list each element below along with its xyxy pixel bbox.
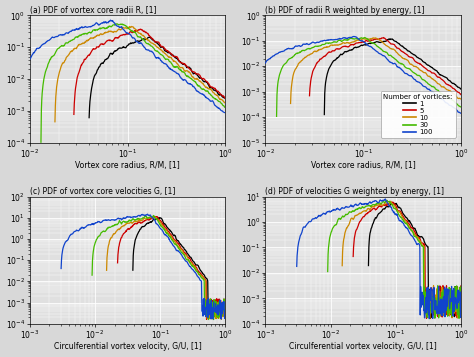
Text: (c) PDF of vortex core velocities G, [1]: (c) PDF of vortex core velocities G, [1]: [30, 187, 175, 196]
X-axis label: Vortex core radius, R/M, [1]: Vortex core radius, R/M, [1]: [75, 161, 180, 170]
X-axis label: Vortex core radius, R/M, [1]: Vortex core radius, R/M, [1]: [311, 161, 416, 170]
Text: (b) PDF of radii R weighted by energy, [1]: (b) PDF of radii R weighted by energy, […: [265, 6, 425, 15]
Text: (d) PDF of velocities G weighted by energy, [1]: (d) PDF of velocities G weighted by ener…: [265, 187, 444, 196]
X-axis label: Circulferential vortex velocity, G/U, [1]: Circulferential vortex velocity, G/U, [1…: [289, 342, 437, 351]
Legend: 1, 5, 10, 30, 100: 1, 5, 10, 30, 100: [381, 91, 456, 138]
X-axis label: Circulferential vortex velocity, G/U, [1]: Circulferential vortex velocity, G/U, [1…: [54, 342, 201, 351]
Text: (a) PDF of vortex core radii R, [1]: (a) PDF of vortex core radii R, [1]: [30, 6, 156, 15]
